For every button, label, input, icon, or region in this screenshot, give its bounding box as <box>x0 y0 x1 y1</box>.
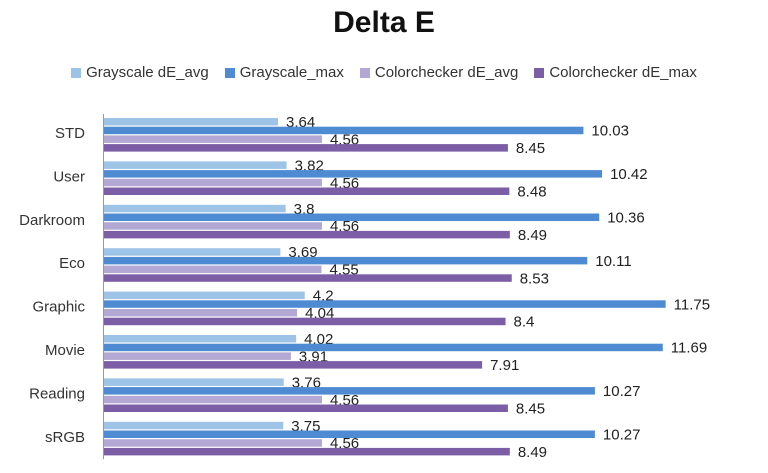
data-label: 8.49 <box>518 444 547 461</box>
data-label: 10.03 <box>591 123 629 140</box>
bar <box>104 118 278 126</box>
data-label: 10.27 <box>603 383 641 400</box>
bar <box>104 378 284 386</box>
bar <box>104 213 600 221</box>
legend-item: Colorchecker dE_avg <box>359 64 519 81</box>
data-label: 10.11 <box>595 253 631 270</box>
legend-swatch <box>71 67 82 78</box>
data-label: 7.91 <box>490 357 519 374</box>
category-label: sRGB <box>45 429 85 446</box>
bar <box>104 248 281 256</box>
bar <box>104 317 506 326</box>
bar <box>104 222 322 230</box>
bar <box>104 274 512 282</box>
legend-item: Colorchecker dE_max <box>534 64 697 81</box>
data-label: 8.4 <box>514 314 535 331</box>
bar <box>104 439 322 447</box>
data-label: 8.53 <box>520 270 549 287</box>
legend-swatch <box>224 67 235 78</box>
bar <box>104 256 588 265</box>
category-label: User <box>53 168 85 185</box>
legend-swatch <box>359 67 370 78</box>
bar <box>104 300 666 308</box>
bar <box>104 170 603 178</box>
chart-title: Delta E <box>333 6 435 39</box>
bar <box>104 265 322 274</box>
bar <box>104 395 322 404</box>
bar <box>104 187 510 195</box>
bar <box>104 404 508 412</box>
data-label: 8.48 <box>517 184 546 201</box>
legend-item: Grayscale_max <box>224 64 344 81</box>
category-label: STD <box>55 125 85 142</box>
bar <box>104 144 508 152</box>
bar <box>104 309 298 317</box>
category-label: Eco <box>59 255 85 272</box>
bar <box>104 335 297 343</box>
category-label: Graphic <box>32 299 85 316</box>
bar <box>104 291 305 300</box>
data-label: 8.45 <box>516 140 545 157</box>
data-label: 8.49 <box>518 227 547 244</box>
bar <box>104 230 510 239</box>
legend-label: Colorchecker dE_avg <box>374 64 519 81</box>
bar <box>104 361 483 369</box>
data-label: 10.42 <box>610 166 648 183</box>
bar <box>104 387 595 395</box>
bar <box>104 352 291 360</box>
bar <box>104 161 287 169</box>
bar <box>104 447 510 456</box>
bar <box>104 343 663 352</box>
bar <box>104 126 584 135</box>
category-label: Reading <box>29 385 85 402</box>
data-label: 10.27 <box>603 427 641 444</box>
data-label: 11.75 <box>674 296 710 313</box>
data-label: 10.36 <box>607 210 645 227</box>
bar <box>104 178 322 187</box>
legend-label: Colorchecker dE_max <box>549 64 697 81</box>
bar <box>104 135 322 143</box>
data-label: 8.45 <box>516 401 545 418</box>
legend-item: Grayscale dE_avg <box>71 64 209 81</box>
legend-label: Grayscale dE_avg <box>86 64 209 81</box>
legend-swatch <box>534 67 545 78</box>
bar <box>104 421 284 430</box>
data-label: 11.69 <box>671 340 707 357</box>
legend-label: Grayscale_max <box>239 64 344 81</box>
category-label: Darkroom <box>19 212 85 229</box>
bar <box>104 430 595 438</box>
bar <box>104 204 286 213</box>
legend: Grayscale dE_avg Grayscale_max Colorchecke… <box>0 64 768 81</box>
category-label: Movie <box>45 342 85 359</box>
